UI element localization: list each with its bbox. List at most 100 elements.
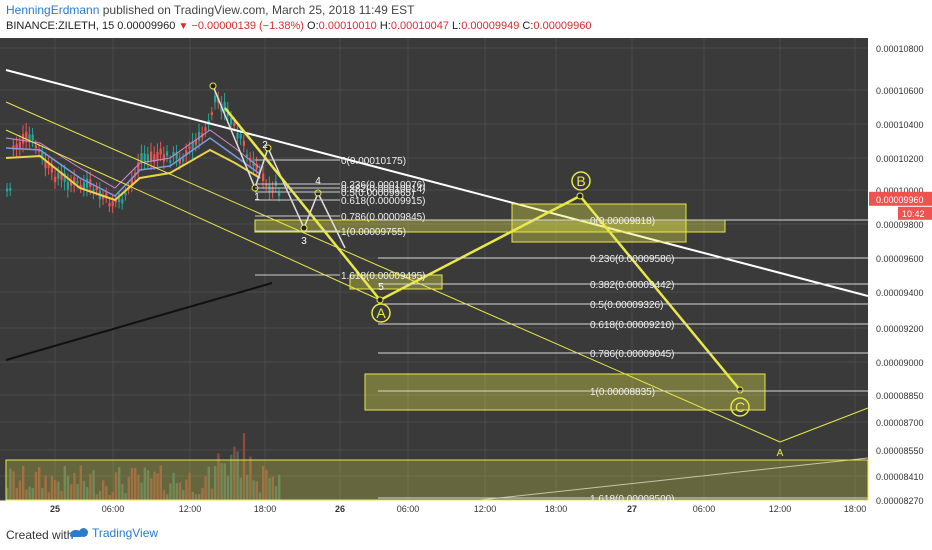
- wave-label-circle: [730, 397, 750, 417]
- chart-area[interactable]: 0(0.00010175) 0.236(0.00010076) 0.382(0.00…: [0, 38, 932, 518]
- time-tick-label: 06:00: [693, 504, 716, 514]
- candle-body: [15, 143, 18, 150]
- volume-bar: [140, 482, 143, 500]
- volume-bar: [127, 476, 130, 500]
- volume-bar: [6, 487, 9, 500]
- volume-bar: [146, 470, 150, 500]
- volume-bar: [63, 465, 66, 500]
- candle-body: [54, 176, 57, 183]
- candle-body: [50, 165, 53, 173]
- candle-body: [41, 152, 44, 158]
- volume-bar: [121, 484, 124, 500]
- wave-point: [300, 224, 308, 232]
- volume-bar: [191, 491, 194, 500]
- volume-bar: [265, 469, 268, 500]
- wave-point: [376, 296, 384, 304]
- candle-body: [63, 173, 66, 182]
- volume-bar: [201, 488, 204, 500]
- wave-labels: 1 2 3 4 5 A B C A: [254, 140, 783, 459]
- candle-body: [70, 181, 73, 186]
- price-chart[interactable]: 0(0.00010175)0.236(0.00010076)0.382(0.00…: [0, 38, 932, 518]
- time-tick-label: 06:00: [102, 504, 125, 514]
- candle-body: [162, 154, 165, 162]
- drawings: [5, 69, 869, 501]
- fib-label-lower: 0(0.00009818): [590, 216, 655, 227]
- volume-bar: [9, 468, 12, 500]
- candle-body: [137, 162, 140, 172]
- fib-levels: 0(0.00010175)0.236(0.00010076)0.382(0.00…: [255, 156, 868, 505]
- candle-body: [156, 151, 159, 161]
- volume-bar: [246, 474, 249, 500]
- candle-body: [239, 133, 242, 139]
- price-axis[interactable]: 0.00010800 0.00010600 0.00010400 0.00010200…: [869, 44, 932, 506]
- volume-bar: [214, 466, 217, 500]
- volume-bar: [217, 453, 220, 500]
- volume-bar: [207, 466, 210, 500]
- time-axis[interactable]: 25 06:00 12:00 18:00 26 06:00 12:00 18:00 27 06:0…: [50, 504, 866, 514]
- volume-bar: [31, 488, 34, 500]
- wave-label: A: [376, 305, 386, 321]
- price-change: −0.00000139 (−1.38%): [191, 20, 304, 32]
- time-tick-label: 27: [627, 504, 637, 514]
- wave-label: 2: [262, 140, 268, 151]
- volume-bar: [41, 487, 44, 500]
- price-tick-label: 0.00009800: [876, 220, 924, 230]
- volume-bar: [210, 488, 214, 500]
- current-price-tag: [869, 191, 932, 206]
- volume-bar: [79, 465, 82, 500]
- candle-body: [230, 118, 233, 125]
- price-tick-label: 0.00008550: [876, 446, 924, 456]
- volume-bar: [271, 476, 274, 500]
- down-arrow-icon: ▼: [178, 21, 189, 32]
- candle-body: [114, 200, 117, 203]
- volume-bar: [98, 490, 102, 500]
- zone-rect-b: [511, 203, 687, 243]
- candle-body: [57, 173, 60, 179]
- candle-body: [242, 140, 245, 146]
- candle-body: [76, 181, 79, 184]
- time-tick-label: 18:00: [254, 504, 277, 514]
- fib-label-lower: 0.786(0.00009045): [590, 349, 675, 360]
- volume-bar: [12, 471, 15, 500]
- volume-bar: [233, 446, 236, 500]
- countdown-label: 10:42: [902, 209, 925, 219]
- candle-body: [66, 181, 69, 190]
- price-tick-label: 0.00010400: [876, 120, 924, 130]
- candle-body: [9, 188, 12, 191]
- volume-bar: [18, 480, 22, 500]
- candle-body: [143, 153, 146, 162]
- tradingview-brand: TradingView: [92, 526, 159, 540]
- volume-bar: [262, 466, 265, 500]
- volume-bar: [130, 467, 134, 500]
- time-tick-label: 06:00: [397, 504, 420, 514]
- volume-bar: [242, 433, 246, 500]
- volume-bar: [38, 467, 41, 500]
- volume-bar: [89, 474, 92, 500]
- volume-bar: [198, 494, 201, 500]
- price-tick-label: 0.00010600: [876, 86, 924, 96]
- price-tick-label: 0.00008850: [876, 391, 924, 401]
- volume-bar: [34, 471, 38, 500]
- close-label: C:: [522, 20, 534, 32]
- volume-bar: [166, 494, 169, 500]
- fib-label-lower: 0.382(0.00009442): [590, 280, 675, 291]
- candle-body: [82, 182, 85, 190]
- candle-body: [150, 151, 153, 162]
- zone-rect-bottom: [5, 459, 869, 501]
- volume-bar: [82, 480, 86, 500]
- volume-bar: [223, 463, 226, 500]
- volume-bar: [137, 474, 140, 500]
- tradingview-link[interactable]: TradingView: [70, 526, 158, 540]
- volume-bar: [60, 491, 63, 500]
- author-link[interactable]: HenningErdmann: [6, 3, 100, 17]
- channel-line-right: [779, 407, 869, 443]
- volume-bar: [252, 480, 255, 500]
- volume-bar: [76, 484, 79, 500]
- candle-body: [191, 141, 194, 151]
- wave-label: 1: [254, 192, 260, 203]
- price-tick-label: 0.00009600: [876, 254, 924, 264]
- candle-body: [146, 154, 149, 162]
- volume-bar: [143, 467, 146, 500]
- price-tick-label: 0.00010000: [876, 186, 924, 196]
- candle-body: [92, 189, 95, 194]
